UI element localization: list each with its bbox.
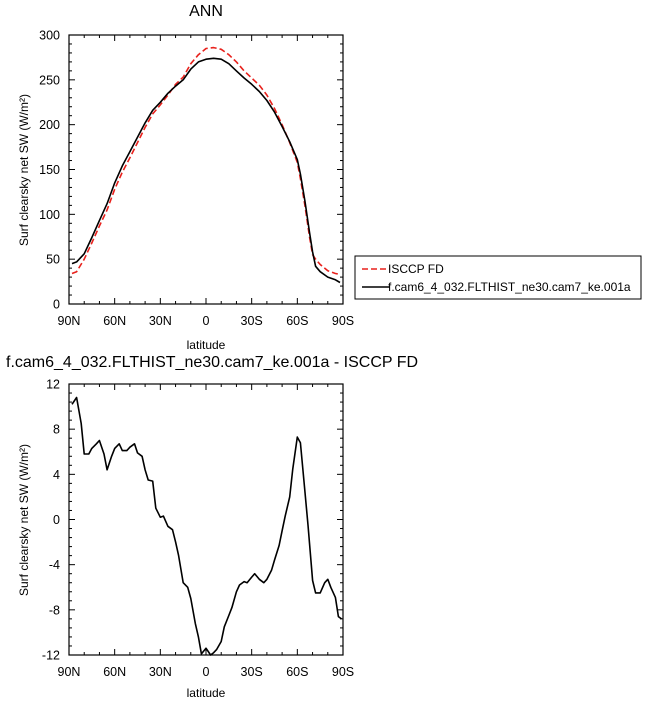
bottom-difference-chart: f.cam6_4_032.FLTHIST_ne30.cam7_ke.001a -… bbox=[6, 354, 418, 700]
top-y-tick-label: 300 bbox=[39, 29, 60, 43]
bottom-x-tick-label: 0 bbox=[203, 665, 210, 679]
bottom-x-tick-label: 30S bbox=[241, 665, 263, 679]
bottom-y-tick-label: 0 bbox=[53, 513, 60, 527]
top-legend: ISCCP FD f.cam6_4_032.FLTHIST_ne30.cam7_… bbox=[354, 255, 642, 300]
bottom-x-tick-label: 90N bbox=[58, 665, 81, 679]
top-y-tick-label: 200 bbox=[39, 118, 60, 132]
bottom-x-tick-label: 60N bbox=[103, 665, 126, 679]
bottom-series-line-0 bbox=[71, 396, 342, 656]
top-y-tick-label: 0 bbox=[53, 298, 60, 312]
top-x-tick-label: 60S bbox=[286, 314, 308, 328]
bottom-x-axis-label: latitude bbox=[187, 686, 226, 700]
bottom-plot-area: 90N 60N 30N 0 30S 60S 90S -12 -8 -4 0 4 8 12 bbox=[42, 378, 354, 680]
bottom-y-tick-label: 4 bbox=[53, 468, 60, 482]
top-x-tick-label: 0 bbox=[203, 314, 210, 328]
legend-label-isccp: ISCCP FD bbox=[388, 262, 444, 276]
bottom-y-tick-label: -8 bbox=[49, 603, 60, 617]
bottom-plot-frame bbox=[68, 383, 344, 656]
top-y-tick-label: 250 bbox=[39, 73, 60, 87]
bottom-x-tick-label: 30N bbox=[149, 665, 172, 679]
top-series-line-1 bbox=[71, 57, 341, 284]
bottom-y-tick-label: 8 bbox=[53, 423, 60, 437]
bottom-x-tick-label: 60S bbox=[286, 665, 308, 679]
bottom-y-tick-label: 12 bbox=[46, 378, 60, 392]
top-y-axis-label: Surf clearsky net SW (W/m²) bbox=[17, 94, 31, 246]
top-x-axis-label: latitude bbox=[187, 338, 226, 352]
top-line-chart: ANN 90N 60N 30N 0 30S 60S 90S 0 50 100 150 200 250 30… bbox=[17, 3, 642, 352]
bottom-chart-title: f.cam6_4_032.FLTHIST_ne30.cam7_ke.001a -… bbox=[6, 354, 418, 371]
bottom-y-tick-label: -4 bbox=[49, 558, 60, 572]
top-y-tick-label: 50 bbox=[46, 253, 60, 267]
top-x-tick-label: 90S bbox=[332, 314, 354, 328]
bottom-x-tick-label: 90S bbox=[332, 665, 354, 679]
top-x-tick-label: 60N bbox=[103, 314, 126, 328]
legend-label-model: f.cam6_4_032.FLTHIST_ne30.cam7_ke.001a bbox=[388, 280, 631, 294]
top-x-tick-label: 90N bbox=[58, 314, 81, 328]
bottom-y-axis-label: Surf clearsky net SW (W/m²) bbox=[17, 444, 31, 596]
top-y-tick-label: 150 bbox=[39, 163, 60, 177]
bottom-y-tick-label: -12 bbox=[42, 649, 60, 663]
top-plot-area: 90N 60N 30N 0 30S 60S 90S 0 50 100 150 200 250 300 bbox=[39, 29, 354, 329]
top-x-tick-label: 30N bbox=[149, 314, 172, 328]
top-x-tick-label: 30S bbox=[241, 314, 263, 328]
legend-box bbox=[354, 255, 642, 300]
top-chart-title: ANN bbox=[189, 3, 223, 20]
top-y-tick-label: 100 bbox=[39, 208, 60, 222]
top-series-line-0 bbox=[71, 46, 341, 276]
top-plot-frame bbox=[68, 34, 344, 305]
